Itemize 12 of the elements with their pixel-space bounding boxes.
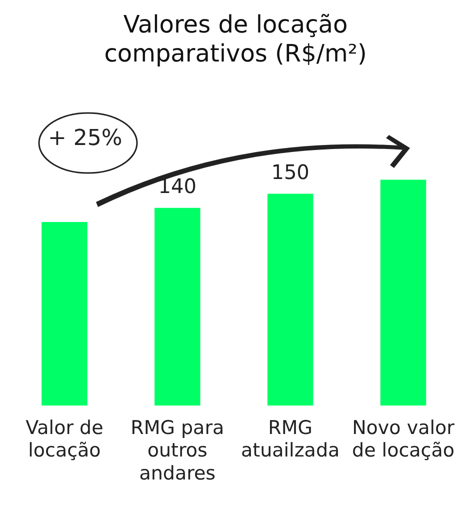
bar	[42, 222, 88, 406]
bar	[267, 194, 314, 406]
data-label: 150	[271, 160, 310, 184]
data-label: 140	[158, 174, 196, 198]
bar	[154, 208, 200, 406]
text: + 25%	[48, 126, 122, 151]
bar	[380, 180, 426, 406]
x-tick-label: Novo valor de locação	[352, 416, 455, 462]
x-tick-label: Valor de locação	[26, 416, 104, 462]
chart-title: Valores de locação comparativos (R$/m²)	[104, 10, 367, 68]
x-tick-label: RMG para outros andares	[130, 416, 224, 485]
x-tick-label: RMG atuailzada	[240, 416, 340, 462]
